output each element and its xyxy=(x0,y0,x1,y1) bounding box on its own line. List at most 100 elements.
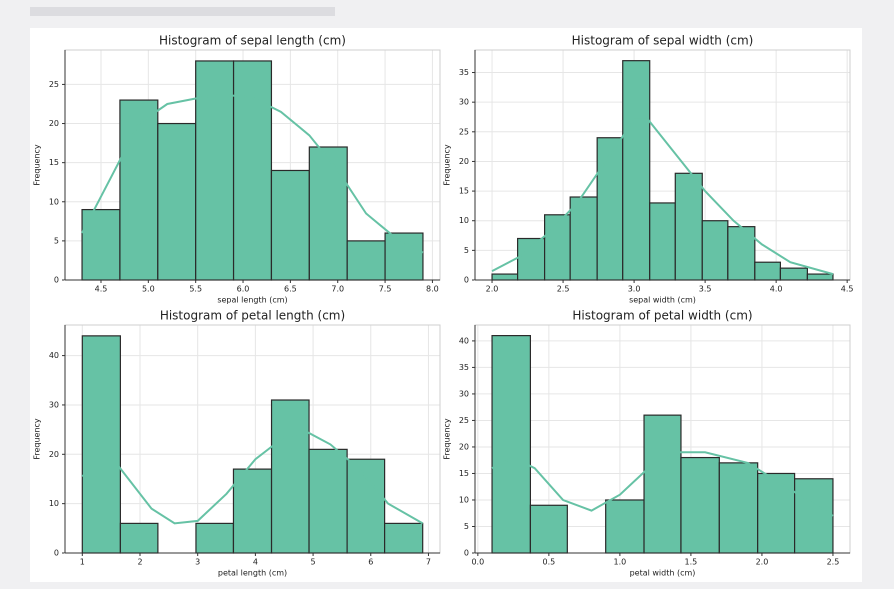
y-tick-label: 20 xyxy=(49,450,59,459)
x-tick-label: 1 xyxy=(80,558,85,567)
x-axis-label: petal width (cm) xyxy=(630,569,696,578)
y-tick-label: 5 xyxy=(464,522,469,531)
y-tick-label: 0 xyxy=(464,276,469,285)
x-tick-label: 5.5 xyxy=(189,285,202,294)
bar xyxy=(384,232,424,281)
x-tick-label: 5 xyxy=(311,558,316,567)
bar xyxy=(517,237,546,281)
bar xyxy=(119,99,159,281)
x-tick-label: 2.0 xyxy=(756,558,769,567)
x-tick-label: 1.0 xyxy=(614,558,627,567)
bar xyxy=(794,478,834,554)
bar xyxy=(596,137,624,281)
y-tick-label: 30 xyxy=(459,389,469,398)
y-tick-label: 0 xyxy=(54,276,59,285)
x-tick-label: 7.0 xyxy=(331,285,344,294)
y-tick-label: 30 xyxy=(49,400,59,409)
bar xyxy=(806,273,834,281)
bar xyxy=(754,261,781,281)
x-axis-label: petal length (cm) xyxy=(218,569,287,578)
x-tick-label: 4.5 xyxy=(841,285,854,294)
bar xyxy=(544,214,571,281)
y-tick-label: 40 xyxy=(49,351,59,360)
x-axis-label: sepal length (cm) xyxy=(217,296,287,305)
x-tick-label: 0.5 xyxy=(542,558,555,567)
y-tick-label: 20 xyxy=(49,119,59,128)
bar xyxy=(701,220,729,281)
bar xyxy=(232,60,273,281)
x-tick-label: 3.0 xyxy=(628,285,641,294)
y-tick-label: 30 xyxy=(459,98,469,107)
y-tick-label: 0 xyxy=(54,549,59,558)
y-tick-label: 35 xyxy=(459,68,469,77)
y-tick-label: 10 xyxy=(49,197,59,206)
bar xyxy=(270,169,310,281)
y-tick-label: 25 xyxy=(459,127,469,136)
x-tick-label: 5.0 xyxy=(142,285,155,294)
bar xyxy=(649,202,676,281)
y-tick-label: 5 xyxy=(54,236,59,245)
kde-line xyxy=(81,431,424,525)
x-tick-label: 6.5 xyxy=(284,285,297,294)
y-tick-label: 15 xyxy=(459,469,469,478)
top-bar xyxy=(30,7,335,16)
x-tick-label: 1.5 xyxy=(685,558,698,567)
bar xyxy=(157,122,197,281)
y-tick-label: 20 xyxy=(459,157,469,166)
x-tick-label: 2 xyxy=(137,558,142,567)
y-tick-label: 10 xyxy=(49,499,59,508)
bar xyxy=(308,448,348,554)
y-axis-label: Frequency xyxy=(443,418,452,460)
bar xyxy=(779,267,808,281)
x-tick-label: 3 xyxy=(195,558,200,567)
bar xyxy=(674,172,703,281)
x-tick-label: 8.0 xyxy=(426,285,439,294)
y-tick-label: 25 xyxy=(49,80,59,89)
kde-line xyxy=(491,118,834,276)
y-tick-label: 15 xyxy=(459,187,469,196)
x-tick-label: 3.5 xyxy=(699,285,712,294)
chart-title: Histogram of sepal width (cm) xyxy=(572,34,754,48)
x-tick-label: 4.0 xyxy=(770,285,783,294)
bar xyxy=(491,335,531,554)
bar xyxy=(270,399,310,554)
bar xyxy=(195,60,235,281)
x-tick-label: 2.5 xyxy=(557,285,570,294)
bar xyxy=(81,335,121,554)
y-axis-label: Frequency xyxy=(33,144,42,186)
x-tick-label: 7 xyxy=(426,558,431,567)
x-tick-label: 6 xyxy=(368,558,373,567)
bar xyxy=(81,208,121,281)
x-tick-label: 0.0 xyxy=(471,558,484,567)
x-tick-label: 4 xyxy=(253,558,258,567)
bar xyxy=(384,522,424,554)
x-tick-label: 7.5 xyxy=(379,285,392,294)
chart-title: Histogram of petal width (cm) xyxy=(572,309,752,323)
x-tick-label: 2.5 xyxy=(827,558,840,567)
y-axis-label: Frequency xyxy=(33,418,42,460)
bar xyxy=(643,414,682,554)
x-tick-label: 6.0 xyxy=(237,285,250,294)
bar xyxy=(232,468,273,554)
chart-title: Histogram of sepal length (cm) xyxy=(159,34,346,48)
y-tick-label: 35 xyxy=(459,363,469,372)
bar xyxy=(491,273,519,281)
kde-line xyxy=(491,451,834,517)
x-tick-label: 2.0 xyxy=(486,285,499,294)
y-tick-label: 15 xyxy=(49,158,59,167)
x-axis-label: sepal width (cm) xyxy=(629,296,696,305)
y-tick-label: 10 xyxy=(459,216,469,225)
bar xyxy=(757,472,796,554)
bar xyxy=(346,458,386,554)
x-tick-label: 4.5 xyxy=(95,285,108,294)
bar xyxy=(119,522,159,554)
y-tick-label: 40 xyxy=(459,336,469,345)
chart-title: Histogram of petal length (cm) xyxy=(160,309,345,323)
y-tick-label: 10 xyxy=(459,495,469,504)
y-tick-label: 5 xyxy=(464,246,469,255)
bar xyxy=(346,240,386,281)
bar xyxy=(569,196,598,281)
bar xyxy=(308,146,348,281)
